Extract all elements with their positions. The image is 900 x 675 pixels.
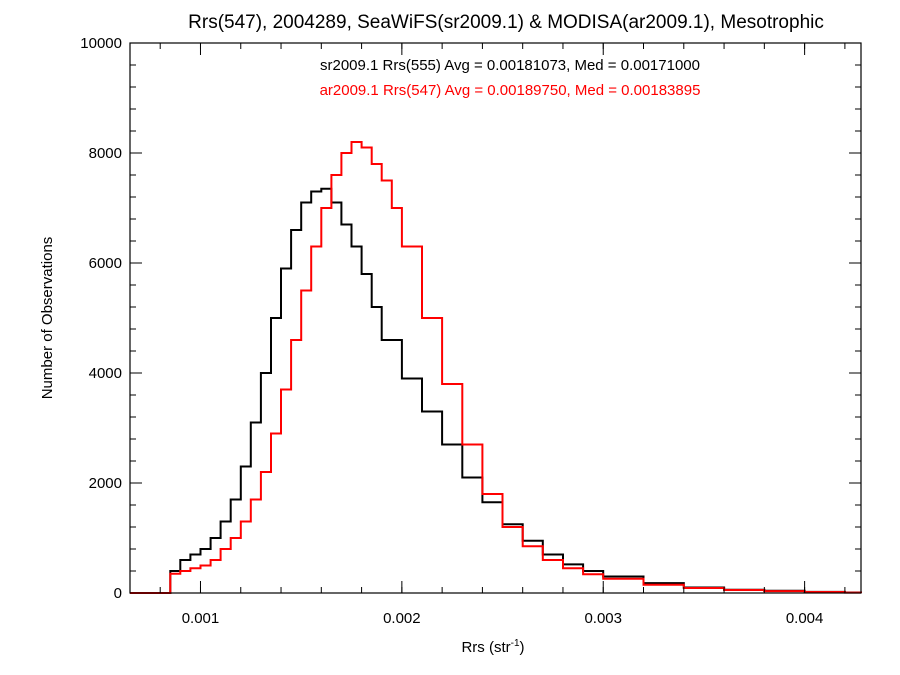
series-line-1 xyxy=(130,141,862,594)
x-axis-label-close: ) xyxy=(520,639,525,656)
y-tick-label: 4000 xyxy=(89,365,122,382)
stats-annotation-1: ar2009.1 Rrs(547) Avg = 0.00189750, Med … xyxy=(320,82,701,99)
y-tick-label: 8000 xyxy=(89,145,122,162)
plot-frame xyxy=(129,42,862,594)
stats-annotation-0: sr2009.1 Rrs(555) Avg = 0.00181073, Med … xyxy=(320,57,700,74)
y-tick-label: 2000 xyxy=(89,475,122,492)
x-tick-label: 0.002 xyxy=(383,610,421,627)
annotations: sr2009.1 Rrs(555) Avg = 0.00181073, Med … xyxy=(320,57,701,99)
x-tick-label: 0.001 xyxy=(182,610,220,627)
x-tick-label: 0.003 xyxy=(584,610,622,627)
series-line-0 xyxy=(130,187,862,594)
y-tick-label: 6000 xyxy=(89,255,122,272)
series-layer xyxy=(130,141,862,594)
ticks: 0.001 0.002 0.003 0.004 0 2000 4000 6000 8000 100… xyxy=(80,35,861,627)
y-tick-label: 0 xyxy=(114,585,122,602)
x-axis-label: Rrs (str-1) xyxy=(461,638,524,656)
y-axis-label: Number of Observations xyxy=(39,237,56,400)
chart-title: Rrs(547), 2004289, SeaWiFS(sr2009.1) & M… xyxy=(188,12,824,33)
y-tick-label: 10000 xyxy=(80,35,122,52)
x-axis-label-main: Rrs (str xyxy=(461,639,510,656)
x-axis-label-sup: -1 xyxy=(511,638,520,649)
x-tick-label: 0.004 xyxy=(786,610,824,627)
